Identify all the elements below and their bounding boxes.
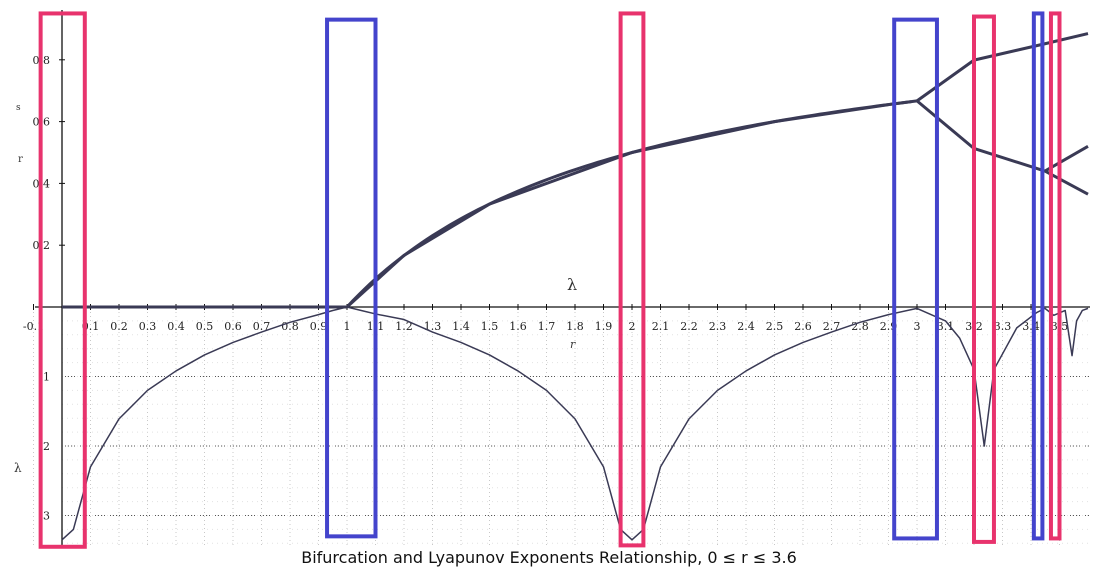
x-tick-label: 3.3 <box>994 320 1012 333</box>
x-tick-label: 1.6 <box>509 320 527 333</box>
x-tick-label: 2.6 <box>794 320 812 333</box>
lambda-label: λ <box>567 275 577 294</box>
x-tick-label: 1.4 <box>452 320 470 333</box>
x-tick-label: 0.3 <box>139 320 157 333</box>
x-tick-label: 1.8 <box>566 320 584 333</box>
bifurcation-branch-2 <box>916 99 1089 196</box>
highlight-box-4 <box>972 14 996 544</box>
x-tick-label: 3 <box>914 320 921 333</box>
y-tick-label: -2 <box>39 440 50 453</box>
x-tick-label: 0.6 <box>224 320 242 333</box>
x-tick-label: 0.5 <box>196 320 214 333</box>
highlight-box-2 <box>618 11 646 548</box>
y-axis-label-top-small: s <box>16 103 21 113</box>
bifurcation-branch-1 <box>916 32 1089 103</box>
x-tick-label: 0.4 <box>167 320 185 333</box>
x-tick-label: 2.5 <box>766 320 784 333</box>
x-tick-label: 1 <box>344 320 351 333</box>
x-tick-label: 2 <box>629 320 636 333</box>
highlight-box-6 <box>1048 11 1062 541</box>
y-axis-label-bottom: λ <box>14 461 22 475</box>
x-tick-label: 2.2 <box>680 320 698 333</box>
bifurcation-fixed-point <box>345 100 912 309</box>
x-tick-label: 1.7 <box>538 320 556 333</box>
series-lines <box>61 32 1089 541</box>
highlight-box-0 <box>38 11 87 549</box>
y-tick-label: -3 <box>39 510 50 523</box>
x-tick-label: 1.2 <box>395 320 413 333</box>
x-tick-label: 2.1 <box>652 320 670 333</box>
y-axis-label-top: r <box>18 154 23 165</box>
x-tick-label: 2.7 <box>823 320 841 333</box>
lyapunov-curve <box>61 306 1089 541</box>
x-axis-label: r <box>570 338 576 351</box>
highlight-box-5 <box>1031 11 1045 541</box>
x-tick-label: 1.5 <box>481 320 499 333</box>
x-tick-label: 1.3 <box>424 320 442 333</box>
highlight-box-3 <box>892 17 939 541</box>
chart-title: Bifurcation and Lyapunov Exponents Relat… <box>301 548 797 567</box>
highlight-boxes <box>38 11 1062 549</box>
x-tick-label: 2.3 <box>709 320 727 333</box>
x-tick-label: 0.2 <box>110 320 128 333</box>
x-tick-label: 2.4 <box>737 320 755 333</box>
x-tick-label: 0.7 <box>253 320 271 333</box>
y-tick-label: -1 <box>39 371 50 384</box>
grid-lines <box>33 312 1090 548</box>
x-tick-label: 0.9 <box>310 320 328 333</box>
x-tick-label: 3.1 <box>937 320 955 333</box>
x-tick-label: 1.9 <box>595 320 613 333</box>
tick-labels: -0.1 0.1 0.2 0.3 0.4 0.5 0.6 0.7 0.8 0.9 1 1.1 1.2 1.… <box>23 54 1068 523</box>
highlight-box-1 <box>325 17 378 539</box>
